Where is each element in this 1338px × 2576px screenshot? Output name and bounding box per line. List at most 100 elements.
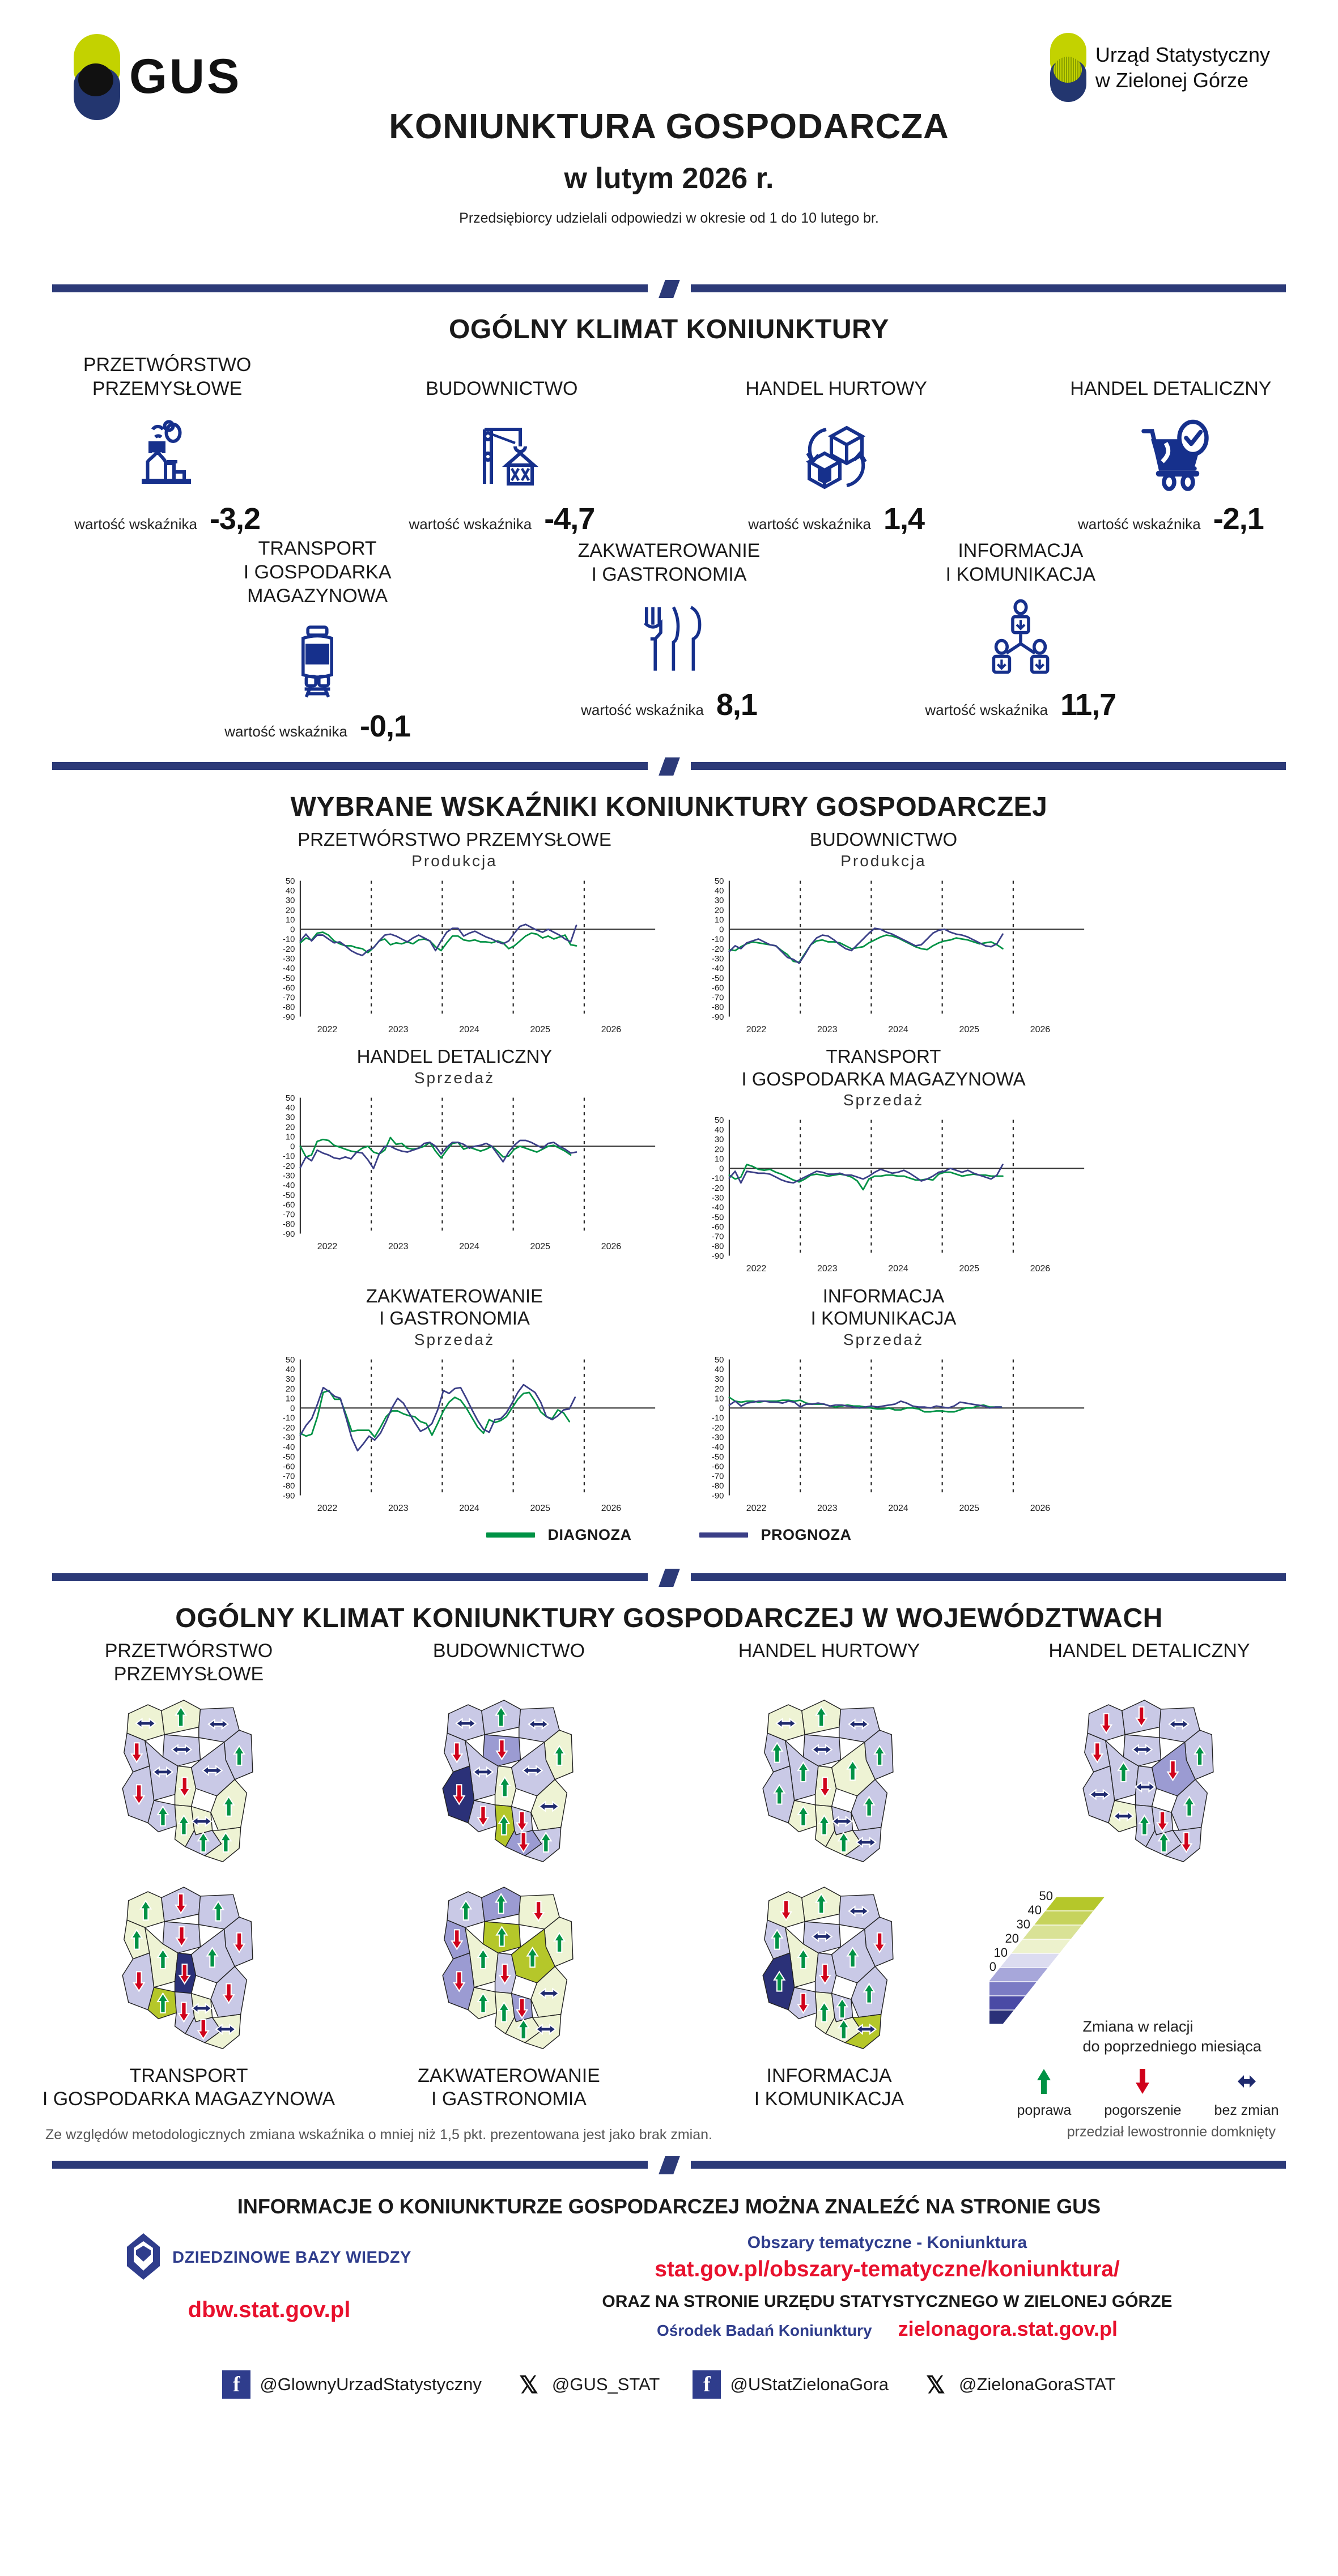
map-title: PRZETWÓRSTWO PRZEMYSŁOWE bbox=[104, 1640, 273, 1685]
legend-swatch-prognoza bbox=[699, 1532, 749, 1538]
divider-1 bbox=[0, 279, 1338, 299]
svg-text:2022: 2022 bbox=[746, 1025, 766, 1034]
svg-text:-30: -30 bbox=[282, 955, 294, 964]
kpi-value-label: wartość wskaźnika bbox=[74, 516, 197, 533]
footer-topics-block: Obszary tematyczne - Koniunktura stat.go… bbox=[487, 2233, 1287, 2341]
svg-text:-60: -60 bbox=[282, 1462, 294, 1471]
people-network-icon bbox=[879, 590, 1162, 685]
arrow-lr-icon bbox=[538, 1800, 560, 1812]
social-item[interactable]: 𝕏 @GUS_STAT bbox=[515, 2370, 660, 2399]
arrow-down-icon bbox=[1166, 1760, 1179, 1782]
arrow-lr-icon bbox=[831, 1815, 853, 1827]
arrow-down-icon bbox=[451, 1929, 464, 1951]
social-item[interactable]: 𝕏 @ZielonaGoraSTAT bbox=[921, 2370, 1116, 2399]
svg-text:40: 40 bbox=[714, 1365, 724, 1374]
svg-text:10: 10 bbox=[714, 1394, 724, 1403]
social-bar: f @GlownyUrzadStatystyczny 𝕏 @GUS_STAT f @USt… bbox=[0, 2370, 1338, 2399]
svg-text:2022: 2022 bbox=[746, 1504, 766, 1513]
kpi-value-row: wartość wskaźnika 8,1 bbox=[527, 687, 810, 722]
arrow-lr-icon bbox=[1237, 2075, 1256, 2088]
svg-text:50: 50 bbox=[714, 877, 724, 886]
svg-text:-70: -70 bbox=[711, 1233, 723, 1242]
kpi-value-label: wartość wskaźnika bbox=[581, 701, 704, 718]
map-cell: INFORMACJA I KOMUNIKACJA bbox=[669, 1875, 989, 2124]
chart-plot: 50 40 30 20 10 0 -10 -20 -30 -40 -50 -60 -70 -80 -90 20… bbox=[669, 1349, 1098, 1524]
svg-text:2023: 2023 bbox=[817, 1264, 838, 1274]
arrow-up-icon bbox=[498, 2001, 511, 2023]
svg-text:50: 50 bbox=[285, 1356, 295, 1365]
legend-caption-line1: Zmiana w relacji bbox=[1082, 2018, 1193, 2035]
svg-text:30: 30 bbox=[714, 1136, 724, 1145]
svg-text:10: 10 bbox=[285, 916, 295, 925]
chart-header: PRZETWÓRSTWO PRZEMYSŁOWE Produkcja bbox=[240, 828, 669, 870]
obk-label: Ośrodek Badań Koniunktury bbox=[656, 2322, 872, 2339]
svg-text:40: 40 bbox=[714, 1126, 724, 1135]
svg-text:2023: 2023 bbox=[817, 1504, 838, 1513]
svg-text:40: 40 bbox=[285, 887, 295, 896]
kpi-value-label: wartość wskaźnika bbox=[409, 516, 532, 533]
svg-text:-20: -20 bbox=[282, 945, 294, 954]
boxes-icon bbox=[695, 404, 978, 499]
svg-text:-30: -30 bbox=[282, 1433, 294, 1442]
svg-text:-90: -90 bbox=[711, 1013, 723, 1022]
arrow-up-icon bbox=[498, 1776, 511, 1798]
svg-text:-80: -80 bbox=[282, 1481, 294, 1491]
kpi-value: 1,4 bbox=[883, 502, 925, 536]
arrow-up-icon bbox=[873, 1744, 886, 1766]
arrow-up-icon bbox=[206, 1947, 219, 1968]
legend-swatch-diagnoza bbox=[486, 1532, 536, 1538]
arrow-up-icon bbox=[177, 1814, 190, 1836]
kpi-handel-detaliczny: HANDEL DETALICZNY wartość wskaźnika -2, bbox=[1029, 351, 1312, 537]
footer-oraz-text: ORAZ NA STRONIE URZĘDU STATYSTYCZNEGO W … bbox=[602, 2292, 1173, 2311]
arrow-down-icon bbox=[451, 1742, 464, 1764]
poland-map bbox=[989, 1688, 1310, 1875]
arrow-up-icon bbox=[837, 2018, 850, 2040]
svg-text:-40: -40 bbox=[282, 1181, 294, 1190]
svg-text:-80: -80 bbox=[711, 1481, 723, 1491]
dbw-row[interactable]: DZIEDZINOWE BAZY WIEDZY bbox=[51, 2233, 487, 2283]
chart-subtitle: Sprzedaż bbox=[414, 1068, 495, 1087]
office-logo-mark bbox=[1050, 33, 1086, 102]
social-handle: @ZielonaGoraSTAT bbox=[958, 2374, 1116, 2394]
map-title: ZAKWATEROWANIE I GASTRONOMIA bbox=[418, 2065, 600, 2110]
svg-text:-70: -70 bbox=[711, 994, 723, 1003]
arrow-up-icon bbox=[517, 2018, 530, 2040]
legend-caption-line2: do poprzedniego miesiąca bbox=[1082, 2038, 1261, 2055]
kpi-transport-gospodarka-magazynowa: TRANSPORT I GOSPODARKA MAGAZYNOWA bbox=[176, 537, 459, 744]
svg-text:-70: -70 bbox=[282, 1210, 294, 1219]
kpi-value-row: wartość wskaźnika -4,7 bbox=[360, 501, 643, 537]
social-item[interactable]: f @UStatZielonaGora bbox=[693, 2370, 889, 2399]
arrow-up-icon bbox=[553, 1744, 566, 1766]
arrow-down-icon bbox=[818, 1777, 831, 1798]
page-header: GUS Urząd Statystyczny w Zielonej Górze … bbox=[0, 0, 1338, 266]
climate-kpi-row-1: PRZETWÓRSTWO PRZEMYSŁOWE bbox=[0, 351, 1338, 537]
obk-url[interactable]: zielonagora.stat.gov.pl bbox=[898, 2317, 1118, 2340]
svg-text:20: 20 bbox=[285, 906, 295, 915]
arrow-lr-icon bbox=[152, 1766, 174, 1778]
map-cell: PRZETWÓRSTWO PRZEMYSŁOWE bbox=[29, 1640, 349, 1875]
topics-url[interactable]: stat.gov.pl/obszary-tematyczne/koniunktu… bbox=[655, 2257, 1120, 2281]
kpi-value-row: wartość wskaźnika -0,1 bbox=[176, 709, 459, 744]
poland-map bbox=[669, 1688, 989, 1875]
svg-text:2022: 2022 bbox=[317, 1242, 337, 1251]
kpi-value-label: wartość wskaźnika bbox=[224, 723, 347, 740]
maps-grid-row-2: TRANSPORT I GOSPODARKA MAGAZYNOWA ZAKWATE… bbox=[0, 1875, 1338, 2124]
arrow-up-icon bbox=[1183, 1795, 1196, 1817]
svg-text:2026: 2026 bbox=[1030, 1504, 1050, 1513]
svg-text:-20: -20 bbox=[711, 1424, 723, 1433]
svg-text:0: 0 bbox=[290, 1404, 295, 1413]
arrow-up-icon bbox=[477, 1992, 490, 2013]
svg-text:2024: 2024 bbox=[888, 1025, 908, 1034]
arrow-up-icon bbox=[495, 1926, 508, 1947]
social-item[interactable]: f @GlownyUrzadStatystyczny bbox=[222, 2370, 482, 2399]
dbw-url[interactable]: dbw.stat.gov.pl bbox=[188, 2297, 351, 2322]
svg-text:-10: -10 bbox=[282, 1414, 294, 1423]
svg-text:2026: 2026 bbox=[1030, 1264, 1050, 1274]
svg-text:-60: -60 bbox=[711, 983, 723, 993]
arrow-down-icon bbox=[517, 1832, 530, 1854]
arrow-up-icon bbox=[156, 1805, 169, 1826]
office-logo: Urząd Statystyczny w Zielonej Górze bbox=[1050, 33, 1270, 102]
svg-text:-10: -10 bbox=[711, 1174, 723, 1183]
chart-title: ZAKWATEROWANIE I GASTRONOMIA bbox=[366, 1285, 543, 1329]
